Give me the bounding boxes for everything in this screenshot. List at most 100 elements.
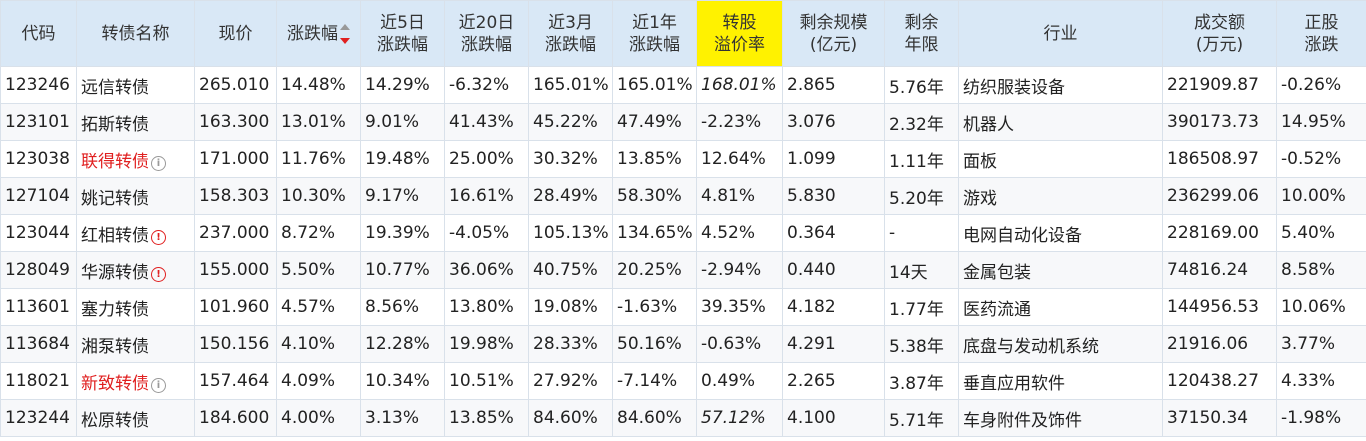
change-cell: 4.00% [276, 399, 361, 437]
bond-code-link[interactable]: 123101 [0, 103, 77, 141]
bond-name-cell[interactable]: 新致转债 i [76, 362, 195, 400]
bond-code-link[interactable]: 113684 [0, 325, 77, 363]
header-change-label: 涨跌幅 [287, 23, 338, 44]
remaining-years-cell: 3.87年 [884, 362, 959, 400]
price-cell: 150.156 [194, 325, 277, 363]
info-icon[interactable]: ! [151, 229, 166, 245]
remaining-size-cell: 5.830 [782, 177, 885, 215]
header-change-3m[interactable]: 近3月 涨跌幅 [528, 0, 613, 67]
change-5d-cell: 9.17% [360, 177, 445, 215]
change-20d-cell: 19.98% [444, 325, 529, 363]
remaining-years-cell: 1.77年 [884, 288, 959, 326]
header-change-20d-label: 近20日 涨跌幅 [458, 12, 515, 55]
industry-cell: 纺织服装设备 [958, 66, 1163, 104]
premium-cell: -0.63% [696, 325, 783, 363]
table-row[interactable]: 123038 联得转债 i 171.000 11.76% 19.48% 25.00% 30.3… [0, 140, 1366, 178]
industry-cell: 医药流通 [958, 288, 1163, 326]
industry-cell: 电网自动化设备 [958, 214, 1163, 252]
bond-code-link[interactable]: 123038 [0, 140, 77, 178]
premium-cell: 4.81% [696, 177, 783, 215]
bond-name-cell[interactable]: 湘泵转债 [76, 325, 195, 363]
table-row[interactable]: 127104 姚记转债 158.303 10.30% 9.17% 16.61% 28.49%… [0, 177, 1366, 215]
bond-name: 远信转债 [81, 77, 149, 98]
table-row[interactable]: 113601 塞力转债 101.960 4.57% 8.56% 13.80% 19.08% -… [0, 288, 1366, 326]
header-change-5d[interactable]: 近5日 涨跌幅 [360, 0, 445, 67]
bond-name-cell[interactable]: 姚记转债 [76, 177, 195, 215]
premium-cell: 0.49% [696, 362, 783, 400]
stock-change-cell: 8.58% [1276, 251, 1366, 289]
remaining-years-cell: 1.11年 [884, 140, 959, 178]
change-3m-cell: 40.75% [528, 251, 613, 289]
table-row[interactable]: 123044 红相转债! 237.000 8.72% 19.39% -4.05% 105.1… [0, 214, 1366, 252]
bond-code-link[interactable]: 113601 [0, 288, 77, 326]
header-change-1y[interactable]: 近1年 涨跌幅 [612, 0, 697, 67]
bond-code-link[interactable]: 128049 [0, 251, 77, 289]
turnover-cell: 228169.00 [1162, 214, 1277, 252]
header-code[interactable]: 代码 [0, 0, 77, 67]
remaining-size-cell: 0.364 [782, 214, 885, 252]
header-change-20d[interactable]: 近20日 涨跌幅 [444, 0, 529, 67]
bond-name-cell[interactable]: 松原转债 [76, 399, 195, 437]
premium-cell: 168.01% [696, 66, 783, 104]
header-remaining-years-label: 剩余 年限 [904, 12, 939, 55]
price-cell: 265.010 [194, 66, 277, 104]
header-premium[interactable]: 转股 溢价率 [696, 0, 783, 67]
table-row[interactable]: 118021 新致转债 i 157.464 4.09% 10.34% 10.51% 27.92… [0, 362, 1366, 400]
table-row[interactable]: 113684 湘泵转债 150.156 4.10% 12.28% 19.98% 28.33%… [0, 325, 1366, 363]
change-1y-cell: 13.85% [612, 140, 697, 178]
change-cell: 4.09% [276, 362, 361, 400]
bond-name-cell[interactable]: 联得转债 i [76, 140, 195, 178]
header-change-5d-label: 近5日 涨跌幅 [377, 12, 428, 55]
bond-name: 红相转债 [81, 225, 149, 246]
table-row[interactable]: 123244 松原转债 184.600 4.00% 3.13% 13.85% 84.60% 8… [0, 399, 1366, 437]
premium-cell: 4.52% [696, 214, 783, 252]
header-name[interactable]: 转债名称 [76, 0, 195, 67]
price-cell: 158.303 [194, 177, 277, 215]
table-body: 123246 远信转债 265.010 14.48% 14.29% -6.32% 165.0… [0, 66, 1366, 437]
info-icon[interactable]: i [151, 377, 166, 393]
header-industry[interactable]: 行业 [958, 0, 1163, 67]
turnover-cell: 236299.06 [1162, 177, 1277, 215]
remaining-size-cell: 0.440 [782, 251, 885, 289]
table-row[interactable]: 123246 远信转债 265.010 14.48% 14.29% -6.32% 165.0… [0, 66, 1366, 104]
remaining-size-cell: 2.865 [782, 66, 885, 104]
change-3m-cell: 84.60% [528, 399, 613, 437]
header-turnover[interactable]: 成交额 (万元) [1162, 0, 1277, 67]
bond-name-cell[interactable]: 拓斯转债 [76, 103, 195, 141]
header-change[interactable]: 涨跌幅 [276, 0, 361, 67]
bond-name-cell[interactable]: 塞力转债 [76, 288, 195, 326]
turnover-cell: 74816.24 [1162, 251, 1277, 289]
change-5d-cell: 3.13% [360, 399, 445, 437]
premium-cell: 39.35% [696, 288, 783, 326]
bond-name-cell[interactable]: 华源转债! [76, 251, 195, 289]
bond-code-link[interactable]: 123246 [0, 66, 77, 104]
bond-name-cell[interactable]: 红相转债! [76, 214, 195, 252]
remaining-size-cell: 1.099 [782, 140, 885, 178]
remaining-years-cell: 2.32年 [884, 103, 959, 141]
change-5d-cell: 14.29% [360, 66, 445, 104]
table-row[interactable]: 123101 拓斯转债 163.300 13.01% 9.01% 41.43% 45.22%… [0, 103, 1366, 141]
change-cell: 5.50% [276, 251, 361, 289]
header-stock-change[interactable]: 正股 涨跌 [1276, 0, 1366, 67]
change-1y-cell: 165.01% [612, 66, 697, 104]
bond-code-link[interactable]: 123044 [0, 214, 77, 252]
change-20d-cell: 16.61% [444, 177, 529, 215]
header-price[interactable]: 现价 [194, 0, 277, 67]
header-remaining-size[interactable]: 剩余规模 (亿元) [782, 0, 885, 67]
industry-cell: 底盘与发动机系统 [958, 325, 1163, 363]
change-20d-cell: 13.80% [444, 288, 529, 326]
info-icon[interactable]: i [151, 155, 166, 171]
info-icon[interactable]: ! [151, 266, 166, 282]
change-3m-cell: 45.22% [528, 103, 613, 141]
bond-name-cell[interactable]: 远信转债 [76, 66, 195, 104]
bond-code-link[interactable]: 118021 [0, 362, 77, 400]
bond-code-link[interactable]: 123244 [0, 399, 77, 437]
table-row[interactable]: 128049 华源转债! 155.000 5.50% 10.77% 36.06% 40.75… [0, 251, 1366, 289]
change-1y-cell: 20.25% [612, 251, 697, 289]
change-3m-cell: 165.01% [528, 66, 613, 104]
header-remaining-years[interactable]: 剩余 年限 [884, 0, 959, 67]
change-5d-cell: 10.77% [360, 251, 445, 289]
remaining-years-cell: 5.76年 [884, 66, 959, 104]
bond-code-link[interactable]: 127104 [0, 177, 77, 215]
